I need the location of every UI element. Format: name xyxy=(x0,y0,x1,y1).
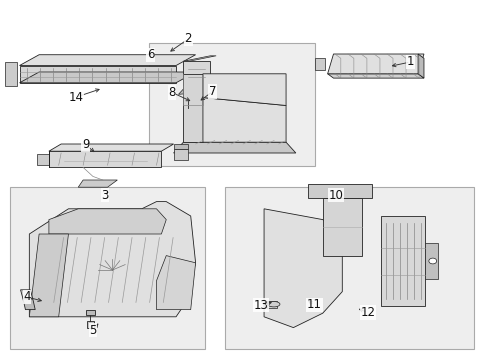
Polygon shape xyxy=(85,310,95,315)
Polygon shape xyxy=(29,234,68,317)
Text: 3: 3 xyxy=(101,189,109,202)
Polygon shape xyxy=(203,74,285,105)
Polygon shape xyxy=(156,256,195,310)
Polygon shape xyxy=(49,144,173,151)
Circle shape xyxy=(428,258,436,264)
Bar xyxy=(224,187,473,349)
Polygon shape xyxy=(20,72,195,83)
Polygon shape xyxy=(173,142,295,153)
Polygon shape xyxy=(5,62,17,86)
Text: 8: 8 xyxy=(168,86,176,99)
Text: 9: 9 xyxy=(81,138,89,151)
Polygon shape xyxy=(266,301,277,308)
Polygon shape xyxy=(315,58,325,70)
Polygon shape xyxy=(184,108,191,115)
Bar xyxy=(149,43,315,166)
Text: 5: 5 xyxy=(89,324,97,337)
Polygon shape xyxy=(173,144,188,149)
Polygon shape xyxy=(183,61,210,85)
Text: 12: 12 xyxy=(360,306,374,319)
Polygon shape xyxy=(178,86,197,94)
Polygon shape xyxy=(29,202,195,317)
Bar xyxy=(10,187,205,349)
Polygon shape xyxy=(37,154,49,165)
Polygon shape xyxy=(183,74,203,142)
Text: 4: 4 xyxy=(23,291,31,303)
Text: 10: 10 xyxy=(328,189,343,202)
Text: 14: 14 xyxy=(68,91,83,104)
Polygon shape xyxy=(183,56,216,61)
Polygon shape xyxy=(425,243,437,279)
Polygon shape xyxy=(307,184,371,198)
Polygon shape xyxy=(322,198,361,256)
Polygon shape xyxy=(203,98,285,142)
Polygon shape xyxy=(417,54,423,78)
Polygon shape xyxy=(264,209,342,328)
Text: 7: 7 xyxy=(208,85,216,98)
Text: 6: 6 xyxy=(146,48,154,61)
Text: 13: 13 xyxy=(253,299,267,312)
Text: 1: 1 xyxy=(406,55,414,68)
Polygon shape xyxy=(183,92,192,101)
Polygon shape xyxy=(49,151,161,167)
Polygon shape xyxy=(20,290,33,299)
Polygon shape xyxy=(23,299,35,310)
Polygon shape xyxy=(86,321,94,328)
Polygon shape xyxy=(327,74,423,78)
Polygon shape xyxy=(20,66,176,83)
Polygon shape xyxy=(327,54,423,74)
Polygon shape xyxy=(381,216,425,306)
Polygon shape xyxy=(78,180,117,187)
Text: 2: 2 xyxy=(184,32,192,45)
Polygon shape xyxy=(173,149,188,160)
Polygon shape xyxy=(49,209,166,234)
Polygon shape xyxy=(20,55,195,66)
Text: 11: 11 xyxy=(306,298,321,311)
Ellipse shape xyxy=(267,302,279,307)
